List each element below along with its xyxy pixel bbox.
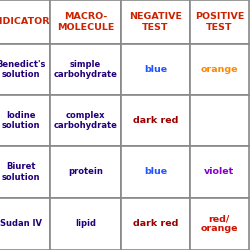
- Bar: [0, 198, 50, 250]
- Text: dark red: dark red: [133, 219, 178, 228]
- Text: protein: protein: [68, 168, 103, 176]
- Text: NEGATIVE
TEST: NEGATIVE TEST: [129, 12, 182, 32]
- Bar: [190, 0, 249, 44]
- Text: POSITIVE
TEST: POSITIVE TEST: [195, 12, 244, 32]
- Bar: [50, 146, 121, 198]
- Text: Iodine
solution: Iodine solution: [1, 111, 40, 130]
- Bar: [0, 44, 50, 95]
- Text: simple
carbohydrate: simple carbohydrate: [54, 60, 118, 79]
- Bar: [0, 95, 50, 146]
- Bar: [50, 0, 121, 44]
- Bar: [50, 44, 121, 95]
- Bar: [190, 95, 249, 146]
- Bar: [121, 0, 190, 44]
- Text: blue: blue: [144, 168, 167, 176]
- Text: Sudan IV: Sudan IV: [0, 219, 42, 228]
- Bar: [50, 198, 121, 250]
- Bar: [190, 44, 249, 95]
- Bar: [121, 146, 190, 198]
- Bar: [190, 198, 249, 250]
- Text: complex
carbohydrate: complex carbohydrate: [54, 111, 118, 130]
- Bar: [121, 198, 190, 250]
- Text: lipid: lipid: [75, 219, 96, 228]
- Text: MACRO-
MOLECULE: MACRO- MOLECULE: [57, 12, 114, 32]
- Bar: [0, 0, 50, 44]
- Bar: [50, 95, 121, 146]
- Text: Biuret
solution: Biuret solution: [1, 162, 40, 182]
- Bar: [121, 44, 190, 95]
- Bar: [121, 95, 190, 146]
- Text: dark red: dark red: [133, 116, 178, 125]
- Text: red/
orange: red/ orange: [200, 214, 238, 234]
- Text: violet: violet: [204, 168, 234, 176]
- Bar: [190, 146, 249, 198]
- Text: blue: blue: [144, 65, 167, 74]
- Text: orange: orange: [200, 65, 238, 74]
- Bar: [0, 146, 50, 198]
- Text: INDICATOR: INDICATOR: [0, 18, 50, 26]
- Text: Benedict's
solution: Benedict's solution: [0, 60, 45, 79]
